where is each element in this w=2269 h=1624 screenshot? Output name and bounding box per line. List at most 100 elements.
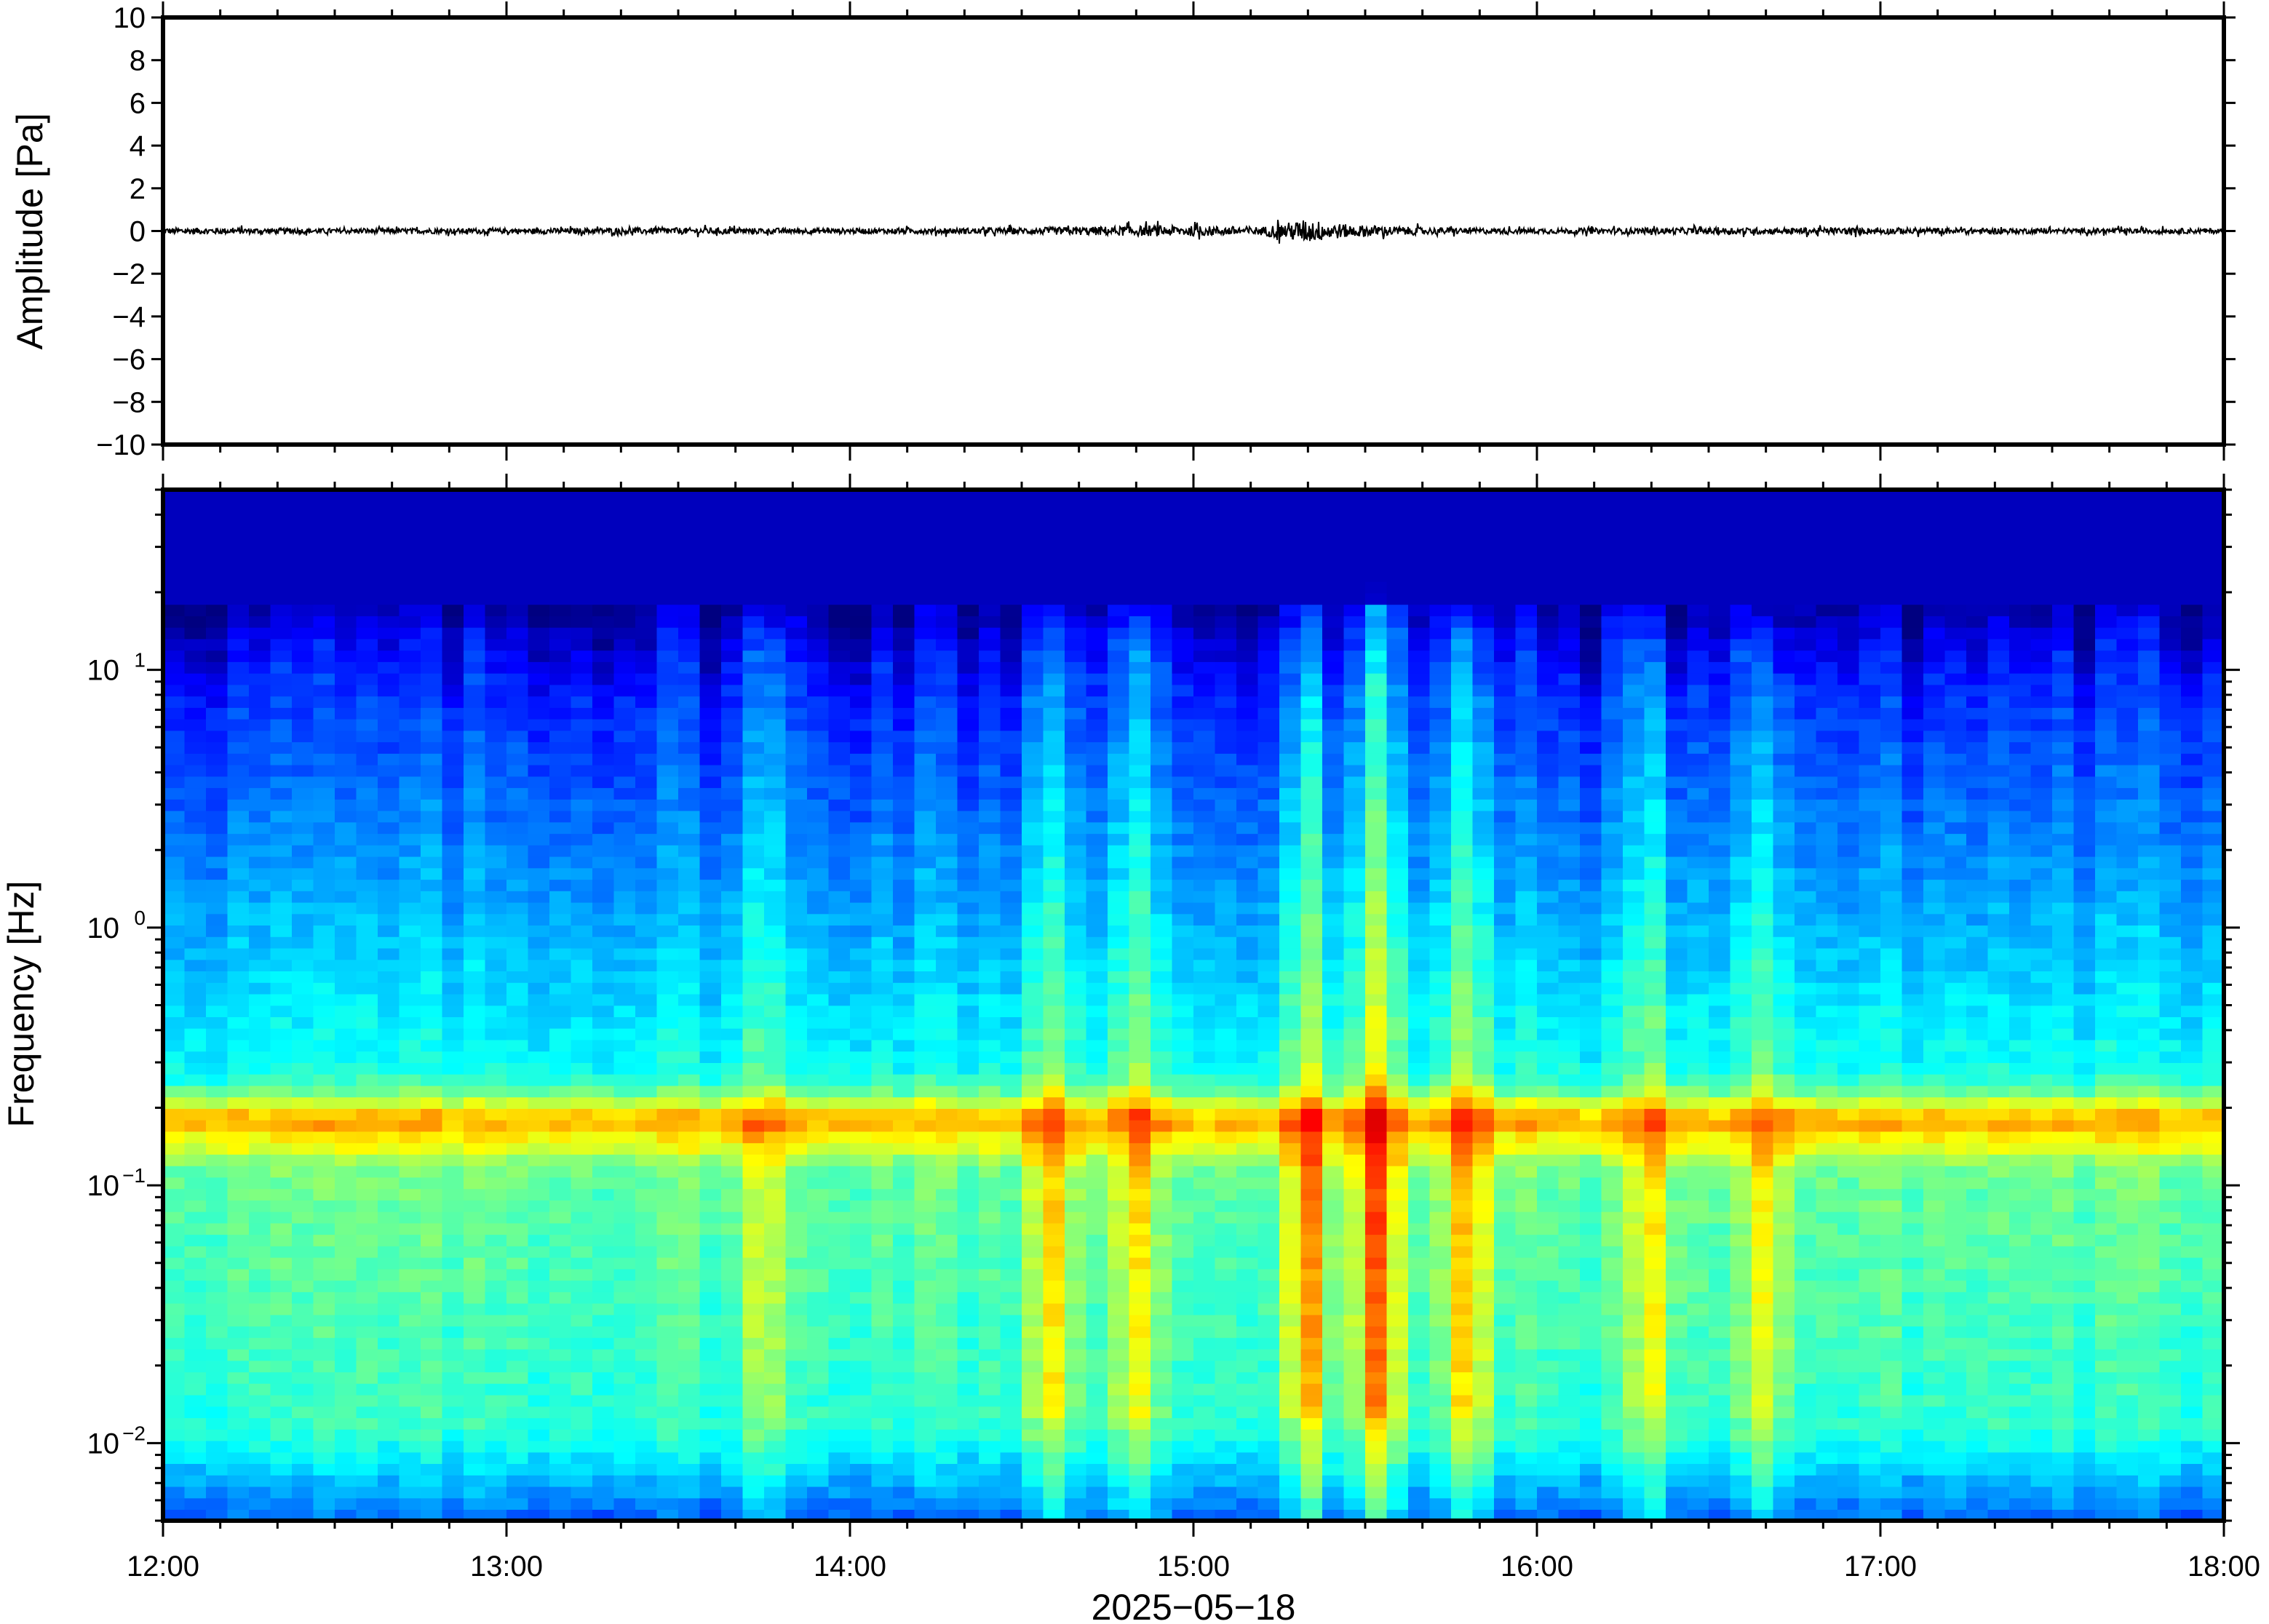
spectrogram-cell [764, 1234, 787, 1246]
spectrogram-cell [270, 524, 293, 536]
spectrogram-cell [1215, 776, 1237, 789]
spectrogram-cell [549, 1429, 572, 1441]
spectrogram-cell [506, 1302, 529, 1315]
spectrogram-cell [270, 718, 293, 731]
spectrogram-cell [313, 546, 335, 560]
spectrogram-cell [571, 1222, 593, 1235]
spectrogram-cell [656, 1005, 679, 1017]
spectrogram-cell [1000, 1108, 1022, 1121]
spectrogram-cell [270, 604, 293, 616]
spectrogram-cell [1215, 512, 1237, 525]
spectrogram-cell [914, 581, 937, 594]
spectrogram-cell [206, 570, 229, 582]
spectrogram-cell [163, 856, 186, 869]
spectrogram-cell [1215, 661, 1237, 674]
spectrogram-cell [914, 490, 937, 502]
spectrogram-cell [442, 1177, 464, 1190]
spectrogram-cell [506, 524, 529, 536]
spectrogram-cell [1236, 1119, 1259, 1132]
spectrogram-cell [764, 707, 787, 720]
spectrogram-cell [1151, 1497, 1173, 1510]
spectrogram-cell [399, 982, 421, 995]
spectrogram-cell [1215, 1142, 1237, 1155]
spectrogram-cell [292, 730, 314, 743]
spectrogram-cell [635, 1291, 658, 1304]
spectrogram-cell [249, 1326, 271, 1338]
spectrogram-cell [549, 626, 572, 640]
spectrogram-cell [871, 1440, 894, 1453]
spectrogram-cell [506, 1062, 529, 1075]
spectrogram-cell [485, 1417, 507, 1430]
spectrogram-cell [442, 810, 464, 823]
spectrogram-cell [378, 558, 400, 570]
spectrogram-cell [571, 707, 593, 720]
spectrogram-cell [1279, 1005, 1302, 1017]
spectrogram-cell [1108, 490, 1130, 502]
spectrogram-cell [742, 993, 765, 1006]
spectrogram-cell [1215, 604, 1237, 616]
spectrogram-cell [656, 1348, 679, 1361]
spectrogram-cell [936, 1302, 958, 1315]
spectrogram-cell [1236, 1246, 1259, 1258]
spectrogram-cell [1108, 1051, 1130, 1063]
spectrogram-cell [464, 1119, 486, 1132]
spectrogram-cell [1151, 1417, 1173, 1430]
spectrogram-cell [378, 1016, 400, 1029]
spectrogram-cell [1172, 1154, 1194, 1166]
spectrogram-cell [184, 1016, 207, 1029]
spectrogram-cell [549, 592, 572, 605]
spectrogram-cell [764, 672, 787, 685]
spectrogram-cell [356, 1222, 378, 1235]
spectrogram-cell [742, 707, 765, 720]
spectrogram-cell [1279, 1475, 1302, 1487]
spectrogram-cell [1279, 1452, 1302, 1464]
spectrogram-cell [613, 1291, 636, 1304]
spectrogram-cell [979, 730, 1001, 743]
spectrogram-cell [442, 867, 464, 880]
spectrogram-cell [678, 879, 701, 891]
spectrogram-cell [528, 1234, 550, 1246]
spectrogram-cell [1172, 1280, 1194, 1292]
spectrogram-cell [421, 776, 443, 789]
spectrogram-cell [270, 1406, 293, 1419]
spectrogram-cell [1151, 845, 1173, 857]
spectrogram-cell [571, 501, 593, 514]
spectrogram-cell [850, 650, 873, 662]
spectrogram-cell [1172, 1452, 1194, 1464]
spectrogram-cell [893, 696, 915, 708]
spectrogram-cell [1236, 787, 1259, 800]
spectrogram-cell [313, 1005, 335, 1017]
spectrogram-cell [206, 1005, 229, 1017]
spectrogram-cell [227, 546, 250, 560]
spectrogram-cell [1065, 799, 1087, 811]
spectrogram-cell [678, 1074, 701, 1086]
spectrogram-cell [613, 696, 636, 708]
spectrogram-cell [785, 1440, 808, 1453]
spectrogram-cell [1043, 1085, 1065, 1098]
spectrogram-cell [506, 856, 529, 869]
spectrogram-cell [1151, 1452, 1173, 1464]
spectrogram-cell [1108, 707, 1130, 720]
spectrogram-cell [764, 1246, 787, 1258]
spectrogram-cell [979, 1051, 1001, 1063]
spectrogram-cell [979, 1188, 1001, 1201]
spectrogram-cell [656, 1062, 679, 1075]
spectrogram-cell [442, 1165, 464, 1178]
spectrogram-cell [871, 1177, 894, 1190]
spectrogram-cell [528, 947, 550, 960]
spectrogram-cell [506, 512, 529, 525]
spectrogram-cell [270, 982, 293, 995]
spectrogram-cell [1172, 546, 1194, 560]
spectrogram-cell [871, 1005, 894, 1017]
spectrogram-cell [528, 592, 550, 605]
spectrogram-cell [1279, 707, 1302, 720]
spectrogram-cell [850, 1108, 873, 1121]
spectrogram-cell [1151, 558, 1173, 570]
spectrogram-cell [893, 1360, 915, 1373]
spectrogram-cell [1086, 959, 1108, 971]
spectrogram-cell [421, 1051, 443, 1063]
spectrogram-cell [936, 1497, 958, 1510]
spectrogram-cell [571, 626, 593, 640]
spectrogram-cell [871, 925, 894, 937]
spectrogram-cell [292, 707, 314, 720]
